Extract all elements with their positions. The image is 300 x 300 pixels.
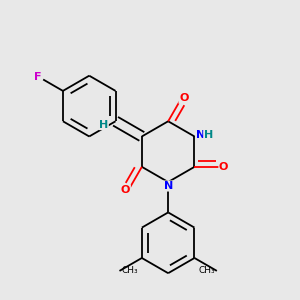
Text: CH₃: CH₃	[121, 266, 138, 275]
Text: N: N	[196, 130, 205, 140]
Text: F: F	[34, 72, 41, 82]
Text: CH₃: CH₃	[199, 266, 215, 275]
Text: H: H	[99, 120, 108, 130]
Text: O: O	[121, 185, 130, 195]
Text: O: O	[179, 93, 188, 103]
Text: H: H	[204, 130, 213, 140]
Text: O: O	[219, 162, 228, 172]
Text: N: N	[164, 181, 173, 191]
